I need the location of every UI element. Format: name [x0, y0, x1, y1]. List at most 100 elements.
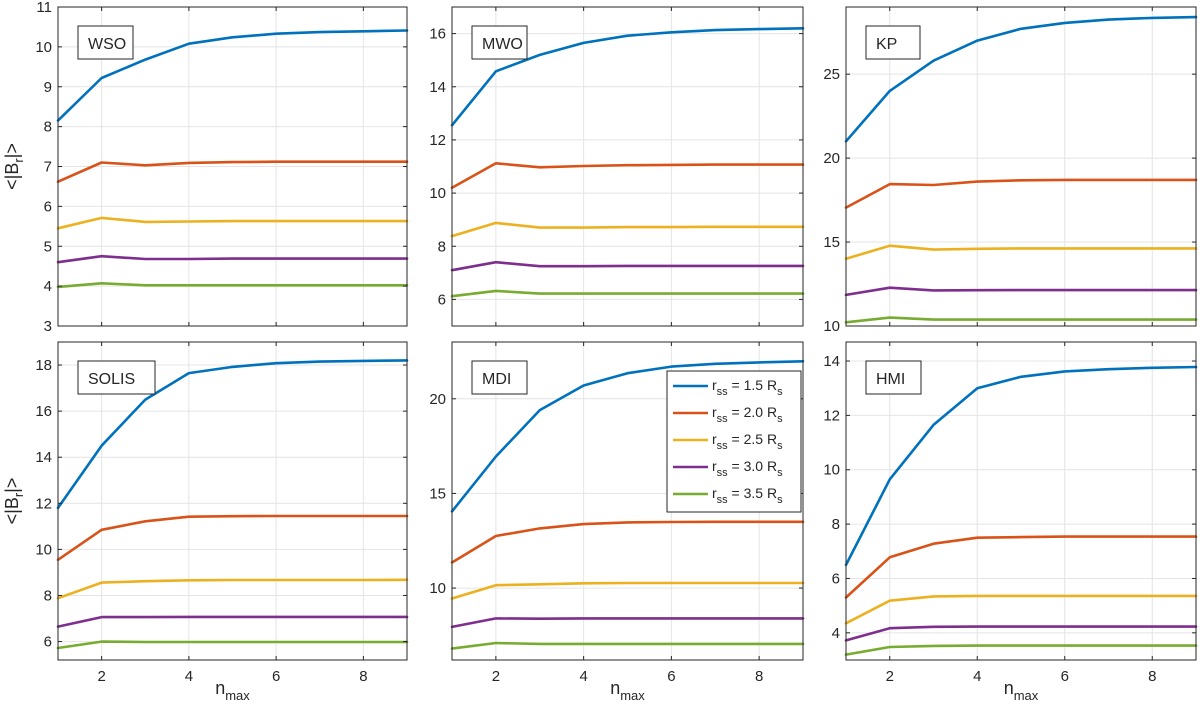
y-tick-label: 10 [823, 462, 840, 479]
series-line [844, 644, 1198, 656]
series-line [450, 359, 805, 513]
series-line [844, 244, 1198, 261]
y-tick-label: 15 [823, 234, 840, 251]
legend-label-unit-sub: s [777, 440, 783, 452]
x-tick-label: 2 [492, 668, 500, 685]
panel-label-box [865, 360, 922, 395]
x-axis-label: nmax [1004, 678, 1039, 703]
panel-title: MDI [482, 371, 511, 388]
x-tick-label: 4 [579, 668, 587, 685]
legend-label: rss = 3.5 Rs [712, 485, 783, 506]
y-tick-label: 8 [44, 587, 52, 604]
y-tick-label: 12 [429, 132, 446, 149]
y-axis-label-sub: r [11, 158, 26, 163]
axes-box [845, 341, 1197, 661]
legend-label-sub: ss [717, 494, 729, 506]
series-line [844, 286, 1198, 297]
y-tick-label: 20 [429, 391, 446, 408]
y-axis-label-prefix: <|B [2, 497, 22, 524]
y-tick-label: 6 [438, 291, 446, 308]
series-line [844, 594, 1198, 625]
legend-label-unit-sub: s [777, 413, 783, 425]
y-tick-label: 8 [44, 119, 52, 136]
y-axis-label-suffix: |> [2, 478, 22, 493]
legend-label-unit-sub: s [777, 467, 783, 479]
series-line [450, 520, 805, 564]
series-line [56, 514, 409, 562]
y-tick-label: 18 [35, 357, 52, 374]
y-tick-label: 6 [44, 634, 52, 651]
legend-label-sub: ss [717, 440, 729, 452]
panel-kp: 10 15 20 25 KP [823, 6, 1198, 335]
x-tick-label: 2 [886, 668, 894, 685]
x-axis-label-main: n [610, 678, 620, 698]
y-tick-label: 16 [35, 403, 52, 420]
legend-label-text: = 2.5 R [728, 431, 777, 447]
series-line [450, 26, 805, 127]
series-line [56, 640, 409, 650]
y-tick-label: 8 [832, 516, 840, 533]
y-tick-label: 6 [832, 570, 840, 587]
series-line [56, 359, 409, 510]
panel-label-box [77, 25, 134, 60]
series-line [450, 289, 805, 298]
legend-label: rss = 2.5 Rs [712, 431, 783, 452]
series-line [56, 216, 409, 230]
legend-label-prefix: r [712, 404, 717, 420]
panel-label-box [471, 25, 528, 60]
panel-title: WSO [88, 36, 126, 53]
y-tick-label: 10 [35, 39, 52, 56]
x-tick-label: 6 [272, 668, 280, 685]
x-axis-label: nmax [610, 678, 645, 703]
legend-label-unit-sub: s [777, 386, 783, 398]
panel-label-box [77, 360, 156, 395]
y-axis-label-sub: r [11, 492, 26, 497]
x-axis-label-sub: max [1014, 688, 1039, 703]
series-line [56, 160, 409, 183]
series-line [56, 29, 409, 122]
axes-box [451, 341, 804, 661]
y-tick-label: 14 [35, 449, 52, 466]
y-axis-label: <|Br|> [2, 143, 26, 190]
x-tick-label: 8 [755, 668, 763, 685]
panel-wso: 3 4 5 6 7 8 9 10 11 WSO <|Br|> [2, 0, 409, 335]
series-line [450, 162, 805, 190]
axes-box [845, 6, 1197, 327]
series-line [450, 221, 805, 238]
legend-label-text: = 1.5 R [728, 377, 777, 393]
legend-label-text: = 3.5 R [728, 485, 777, 501]
y-tick-label: 10 [35, 541, 52, 558]
y-tick-label: 3 [44, 318, 52, 335]
legend-label-sub: ss [717, 467, 729, 479]
x-axis-label-main: n [215, 678, 225, 698]
panel-title: KP [876, 36, 897, 53]
y-tick-label: 15 [429, 485, 446, 502]
series-line [450, 581, 805, 600]
x-axis-label: nmax [215, 678, 250, 703]
legend-box [666, 370, 802, 513]
y-tick-label: 10 [429, 580, 446, 597]
panel-mwo: 6 8 10 12 14 16 MWO [429, 6, 805, 327]
series-line [56, 578, 409, 600]
y-tick-label: 12 [823, 407, 840, 424]
series-line [844, 15, 1198, 143]
y-tick-label: 20 [823, 150, 840, 167]
legend-label: rss = 1.5 Rs [712, 377, 783, 398]
panel-title: HMI [876, 371, 905, 388]
y-tick-label: 12 [35, 495, 52, 512]
legend-label: rss = 2.0 Rs [712, 404, 783, 425]
series-line [844, 178, 1198, 209]
x-tick-label: 4 [973, 668, 981, 685]
series-line [844, 316, 1198, 324]
series-line [450, 260, 805, 272]
x-axis-label-sub: max [225, 688, 250, 703]
x-tick-label: 2 [97, 668, 105, 685]
series-line [844, 625, 1198, 642]
axes-box [451, 6, 804, 327]
y-tick-label: 4 [44, 278, 52, 295]
x-tick-label: 4 [185, 668, 193, 685]
y-tick-label: 5 [44, 238, 52, 255]
y-axis-label-prefix: <|B [2, 163, 22, 190]
y-tick-label: 4 [832, 625, 840, 642]
